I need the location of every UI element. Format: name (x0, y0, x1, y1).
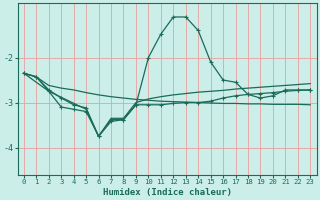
X-axis label: Humidex (Indice chaleur): Humidex (Indice chaleur) (103, 188, 232, 197)
